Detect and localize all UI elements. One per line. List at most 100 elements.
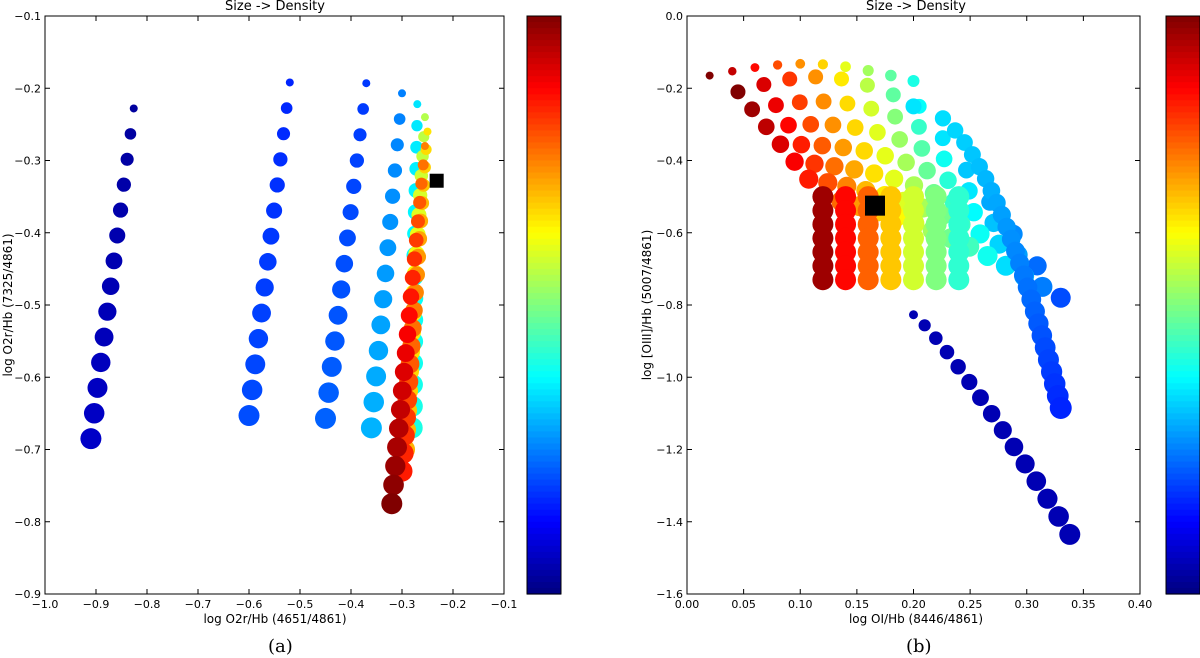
- panel-b-x-tick-label: 0.25: [958, 598, 983, 611]
- data-point: [855, 142, 873, 160]
- data-point: [993, 421, 1012, 440]
- colorbar-segment: [527, 202, 561, 210]
- colorbar-segment: [527, 28, 561, 35]
- colorbar-segment: [1166, 527, 1200, 535]
- colorbar-segment: [527, 395, 561, 402]
- colorbar-segment: [1166, 100, 1200, 107]
- colorbar-segment: [527, 539, 561, 547]
- data-point: [925, 269, 947, 291]
- data-point: [795, 58, 806, 69]
- panel-b-title: Size -> Density: [866, 0, 966, 14]
- data-point: [129, 104, 138, 113]
- colorbar-segment: [1166, 485, 1200, 493]
- colorbar-segment: [527, 485, 561, 493]
- colorbar-segment: [1166, 130, 1200, 138]
- colorbar-segment: [1166, 545, 1200, 553]
- colorbar-segment: [1166, 461, 1200, 469]
- panel-b-x-tick-label: 0.00: [675, 598, 700, 611]
- panel-a-y-ticks: −0.9 −0.8 −0.7 −0.6 −0.5 −0.4 −0.3 −0.2 −0.1: [14, 10, 504, 601]
- colorbar-segment: [527, 136, 561, 144]
- colorbar-segment: [1166, 311, 1200, 318]
- data-point: [728, 67, 737, 76]
- panel-a-y-tick-label: −0.9: [14, 588, 41, 601]
- panel-a-x-tick-label: −0.8: [134, 598, 161, 611]
- colorbar-segment: [527, 509, 561, 517]
- panel-b-x-axis-label: log OI/Hb (8446/4861): [849, 612, 983, 626]
- colorbar-segment: [527, 232, 561, 240]
- colorbar-segment: [527, 335, 561, 342]
- data-point: [964, 203, 983, 222]
- data-point: [885, 87, 901, 103]
- panel-b-x-tick-label: 0.05: [731, 598, 756, 611]
- colorbar-segment: [527, 166, 561, 174]
- colorbar-segment: [1166, 467, 1200, 475]
- data-point: [863, 100, 880, 117]
- data-point: [946, 122, 964, 139]
- colorbar-segment: [527, 461, 561, 469]
- colorbar-segment: [527, 280, 561, 288]
- data-point: [402, 288, 420, 305]
- panel-b-x-tick-label: 0.40: [1128, 598, 1153, 611]
- data-point: [887, 108, 904, 125]
- data-point: [909, 310, 918, 320]
- colorbar-segment: [527, 491, 561, 499]
- colorbar-segment: [1166, 503, 1200, 511]
- colorbar-segment: [1166, 395, 1200, 402]
- colorbar-segment: [1166, 563, 1200, 571]
- data-point: [929, 331, 943, 345]
- data-point: [835, 269, 857, 291]
- panel-a-y-tick-label: −0.8: [14, 516, 41, 529]
- data-point: [374, 290, 393, 309]
- panel-b-y-tick-label: −1.6: [656, 588, 683, 601]
- colorbar-segment: [1166, 94, 1200, 101]
- colorbar-segment: [527, 184, 561, 192]
- data-point: [768, 97, 784, 114]
- colorbar-segment: [1166, 587, 1200, 595]
- data-point: [730, 84, 746, 100]
- colorbar-segment: [1166, 298, 1200, 306]
- panel-a-x-tick-label: −0.2: [440, 598, 467, 611]
- panel-b-x-tick-label: 0.35: [1071, 598, 1096, 611]
- data-point: [934, 110, 952, 127]
- colorbar-segment: [527, 70, 561, 77]
- data-point: [876, 147, 894, 165]
- data-point: [1004, 437, 1024, 457]
- data-point: [353, 128, 367, 142]
- colorbar-segment: [527, 226, 561, 234]
- data-point: [120, 152, 134, 166]
- colorbar-segment: [527, 22, 561, 29]
- colorbar-segment: [527, 563, 561, 571]
- data-point: [958, 161, 975, 179]
- panel-a-x-tick-label: −0.7: [185, 598, 212, 611]
- data-point: [105, 252, 123, 270]
- data-point: [94, 327, 114, 347]
- data-point: [834, 138, 853, 157]
- colorbar-segment: [527, 449, 561, 457]
- data-point: [813, 136, 832, 155]
- colorbar-segment: [1166, 479, 1200, 487]
- data-point: [262, 227, 280, 245]
- colorbar-segment: [1166, 425, 1200, 433]
- colorbar-segment: [1166, 178, 1200, 186]
- colorbar-segment: [1166, 305, 1200, 312]
- data-point: [396, 344, 415, 363]
- colorbar-segment: [1166, 431, 1200, 439]
- data-point: [266, 202, 283, 219]
- data-point: [390, 399, 411, 420]
- data-point: [780, 116, 797, 134]
- data-point: [903, 269, 924, 291]
- colorbar-segment: [527, 569, 561, 577]
- data-point: [384, 188, 401, 204]
- data-point: [905, 98, 922, 115]
- data-point: [705, 71, 714, 80]
- colorbar-segment: [527, 82, 561, 89]
- colorbar-segment: [1166, 58, 1200, 65]
- data-point: [252, 303, 271, 323]
- colorbar-segment: [1166, 172, 1200, 180]
- colorbar-segment: [527, 479, 561, 487]
- data-point: [98, 302, 117, 321]
- colorbar-segment: [527, 172, 561, 180]
- data-point: [423, 127, 432, 136]
- colorbar-segment: [527, 154, 561, 162]
- data-point: [1049, 396, 1072, 419]
